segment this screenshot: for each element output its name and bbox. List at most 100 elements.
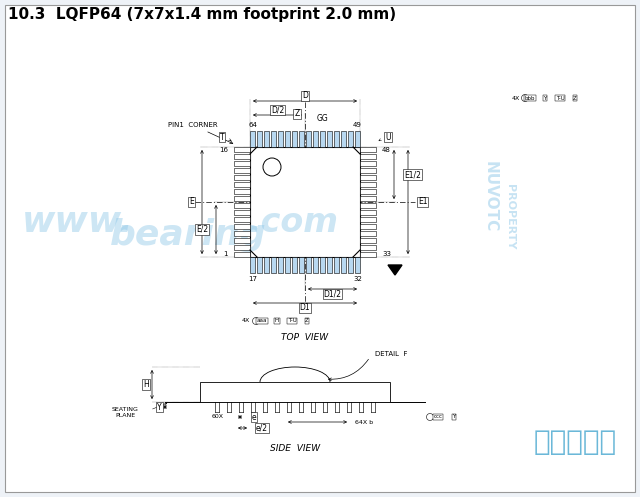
- Text: 10.3  LQFP64 (7x7x1.4 mm footprint 2.0 mm): 10.3 LQFP64 (7x7x1.4 mm footprint 2.0 mm…: [8, 7, 396, 22]
- Text: T-U: T-U: [556, 95, 564, 100]
- Text: 60X: 60X: [212, 414, 224, 419]
- Text: SEATING
PLANE: SEATING PLANE: [111, 407, 138, 418]
- Bar: [320, 257, 325, 273]
- Bar: [285, 131, 290, 147]
- Bar: [360, 217, 376, 222]
- Text: e/2: e/2: [256, 423, 268, 432]
- Bar: [355, 257, 360, 273]
- Bar: [292, 131, 297, 147]
- Bar: [250, 131, 255, 147]
- Bar: [327, 131, 332, 147]
- Bar: [264, 257, 269, 273]
- Bar: [234, 217, 250, 222]
- Bar: [234, 189, 250, 194]
- Bar: [257, 131, 262, 147]
- Bar: [234, 203, 250, 208]
- Bar: [360, 203, 376, 208]
- Text: D/2: D/2: [271, 105, 284, 114]
- Text: Y: Y: [543, 95, 547, 100]
- Text: TOP  VIEW: TOP VIEW: [282, 333, 328, 342]
- Text: aaa: aaa: [257, 319, 268, 324]
- Text: bearing: bearing: [110, 218, 267, 252]
- Bar: [348, 131, 353, 147]
- Bar: [360, 210, 376, 215]
- Text: 4X: 4X: [242, 319, 250, 324]
- Bar: [285, 257, 290, 273]
- Text: 33: 33: [382, 251, 391, 257]
- Text: www.: www.: [22, 205, 134, 239]
- Bar: [234, 224, 250, 229]
- Bar: [360, 252, 376, 257]
- Bar: [250, 257, 255, 273]
- Bar: [234, 245, 250, 250]
- Bar: [264, 131, 269, 147]
- Bar: [234, 238, 250, 243]
- Text: Z: Z: [294, 109, 300, 118]
- Bar: [278, 131, 283, 147]
- Text: 32: 32: [353, 276, 362, 282]
- Bar: [360, 189, 376, 194]
- Bar: [360, 154, 376, 159]
- Text: D1: D1: [300, 304, 310, 313]
- Bar: [360, 196, 376, 201]
- Bar: [360, 175, 376, 180]
- Text: H: H: [143, 380, 149, 389]
- Text: .com: .com: [248, 205, 338, 239]
- Bar: [360, 182, 376, 187]
- Circle shape: [263, 158, 281, 176]
- Bar: [334, 131, 339, 147]
- Bar: [257, 257, 262, 273]
- Bar: [234, 154, 250, 159]
- Text: Y: Y: [157, 403, 162, 412]
- Bar: [234, 210, 250, 215]
- Bar: [306, 257, 311, 273]
- Bar: [341, 257, 346, 273]
- Text: PROPERTY: PROPERTY: [505, 184, 515, 250]
- Bar: [355, 131, 360, 147]
- Text: E: E: [189, 197, 194, 206]
- Text: E/2: E/2: [196, 225, 208, 234]
- Bar: [234, 182, 250, 187]
- Bar: [360, 238, 376, 243]
- Bar: [234, 231, 250, 236]
- Text: D: D: [302, 91, 308, 100]
- Text: Z: Z: [573, 95, 577, 100]
- Bar: [234, 161, 250, 166]
- Bar: [299, 257, 304, 273]
- Bar: [320, 131, 325, 147]
- Bar: [334, 257, 339, 273]
- Text: 4X: 4X: [512, 95, 520, 100]
- Bar: [234, 196, 250, 201]
- Text: PIN1  CORNER: PIN1 CORNER: [168, 122, 233, 144]
- Bar: [271, 257, 276, 273]
- Text: ccc: ccc: [433, 414, 442, 419]
- Text: E1: E1: [418, 197, 428, 206]
- Bar: [234, 175, 250, 180]
- Text: 64: 64: [248, 122, 257, 128]
- Bar: [327, 257, 332, 273]
- Bar: [234, 252, 250, 257]
- Bar: [278, 257, 283, 273]
- Polygon shape: [388, 265, 402, 275]
- Text: NUVOTC: NUVOTC: [483, 162, 497, 233]
- Text: bbb: bbb: [525, 95, 535, 100]
- Text: 1: 1: [223, 251, 228, 257]
- Text: 深圳宏力捷: 深圳宏力捷: [533, 428, 616, 456]
- Bar: [250, 147, 360, 257]
- Text: T: T: [220, 133, 224, 142]
- Text: e: e: [252, 413, 256, 421]
- Circle shape: [253, 318, 259, 325]
- Text: 17: 17: [248, 276, 257, 282]
- Text: E1/2: E1/2: [404, 170, 421, 179]
- Bar: [348, 257, 353, 273]
- Bar: [360, 245, 376, 250]
- Bar: [271, 131, 276, 147]
- Text: U: U: [385, 133, 391, 142]
- Bar: [234, 147, 250, 152]
- Text: H: H: [275, 319, 279, 324]
- Circle shape: [426, 414, 433, 420]
- Text: 48: 48: [382, 147, 391, 153]
- Text: Z: Z: [305, 319, 309, 324]
- Text: 64X b: 64X b: [355, 419, 373, 424]
- Circle shape: [522, 94, 529, 101]
